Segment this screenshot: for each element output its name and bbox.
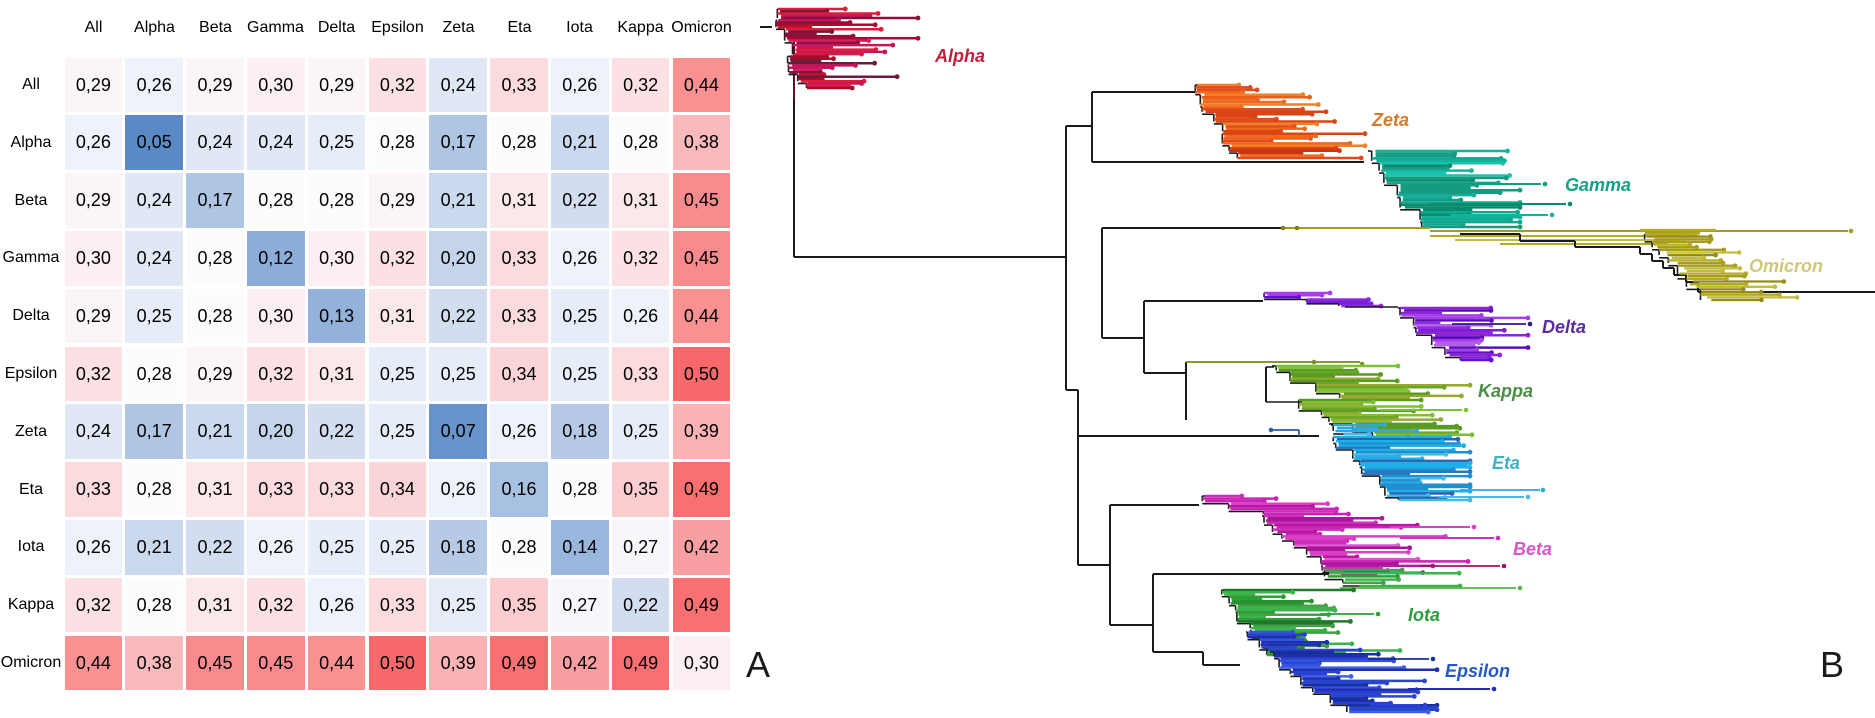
svg-text:Kappa: Kappa [1478, 381, 1533, 401]
svg-text:A: A [746, 644, 770, 685]
svg-text:Delta: Delta [1542, 317, 1586, 337]
svg-text:Epsilon: Epsilon [1445, 661, 1510, 681]
svg-text:Gamma: Gamma [1565, 175, 1631, 195]
svg-text:Alpha: Alpha [934, 46, 985, 66]
svg-text:B: B [1820, 644, 1844, 685]
svg-text:Zeta: Zeta [1371, 110, 1409, 130]
svg-text:Iota: Iota [1408, 605, 1440, 625]
svg-text:Beta: Beta [1513, 539, 1552, 559]
svg-text:Eta: Eta [1492, 453, 1520, 473]
svg-text:Omicron: Omicron [1749, 256, 1823, 276]
